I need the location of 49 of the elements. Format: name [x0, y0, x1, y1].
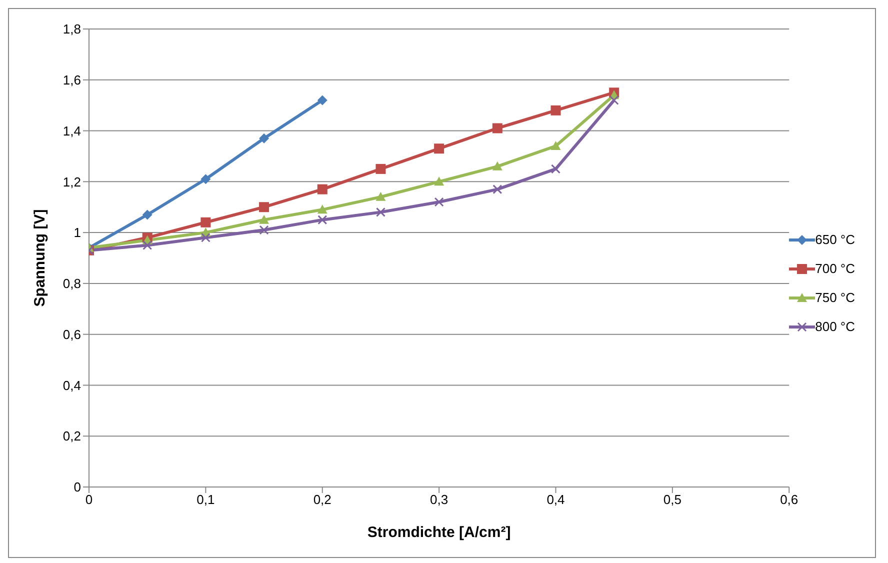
- x-tick-label: 0,2: [313, 492, 332, 508]
- point: [200, 217, 211, 228]
- y-tick-label: 1,4: [62, 123, 81, 138]
- point: [434, 176, 444, 186]
- point: [609, 95, 619, 105]
- y-tick-label: 0,8: [62, 276, 81, 292]
- legend-label: 750 °C: [815, 290, 855, 305]
- y-tick-label: 1,2: [62, 174, 81, 190]
- point: [376, 164, 386, 174]
- point: [317, 95, 328, 106]
- point: [259, 133, 270, 144]
- legend-label: 800 °C: [815, 319, 855, 334]
- y-axis-title: Spannung [V]: [31, 209, 48, 307]
- x-tick-label: 0,5: [663, 492, 682, 508]
- x-tick-label: 0: [85, 492, 93, 508]
- point: [376, 192, 386, 201]
- x-axis-title: Stromdichte [A/cm²]: [367, 524, 511, 541]
- x-tick-label: 0,1: [196, 492, 215, 508]
- y-tick-label: 0,4: [62, 378, 81, 393]
- y-tick-label: 0,2: [62, 428, 81, 444]
- x-tick-label: 0,4: [546, 492, 565, 508]
- point: [259, 202, 270, 212]
- point: [550, 164, 560, 174]
- point: [550, 105, 561, 116]
- point: [550, 141, 561, 150]
- point: [200, 174, 211, 184]
- point: [434, 197, 444, 207]
- point: [434, 144, 444, 154]
- point: [317, 204, 328, 214]
- legend-label: 700 °C: [815, 261, 855, 276]
- point: [142, 240, 152, 250]
- point: [318, 215, 328, 225]
- y-tick-label: 0,6: [62, 326, 81, 342]
- y-tick-label: 1,6: [62, 72, 81, 88]
- point: [492, 161, 502, 170]
- y-tick-label: 0: [74, 480, 81, 495]
- point: [317, 184, 328, 194]
- x-tick-label: 0,3: [430, 492, 448, 508]
- y-tick-label: 1: [74, 225, 81, 240]
- x-tick-label: 0,6: [780, 492, 798, 508]
- point: [492, 184, 502, 194]
- point: [376, 207, 386, 217]
- point: [259, 225, 269, 235]
- legend-label: 650 °C: [815, 232, 855, 247]
- point: [142, 210, 152, 220]
- point: [200, 232, 210, 242]
- y-tick-label: 1,8: [62, 22, 81, 37]
- point: [492, 123, 502, 134]
- point: [259, 214, 270, 224]
